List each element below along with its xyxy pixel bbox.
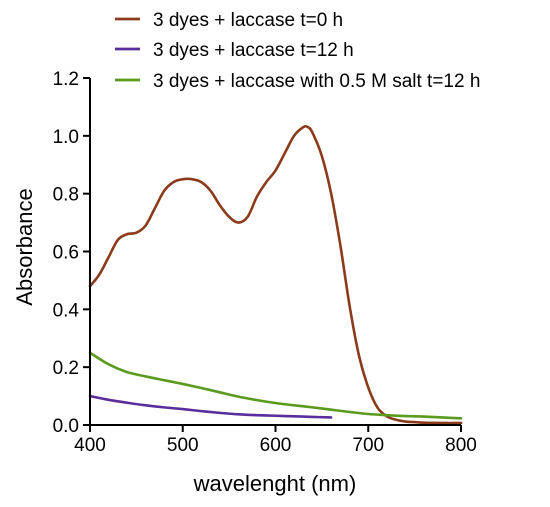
y-tick-label: 0.4 [53,300,80,321]
y-axis-title: Absorbance [12,188,37,305]
legend-label-1: 3 dyes + laccase t=0 h [153,10,343,31]
y-tick-label: 0.0 [53,416,79,437]
y-tick-label: 0.8 [53,185,79,206]
series-line-2 [88,394,333,419]
x-tick-label: 600 [260,435,292,456]
legend-label-2: 3 dyes + laccase t=12 h [153,40,354,61]
series-line-1 [88,124,463,425]
legend: 3 dyes + laccase t=0 h 3 dyes + laccase t… [115,10,480,92]
x-tick-label: 700 [352,435,384,456]
y-tick-label: 1.2 [53,69,79,90]
x-axis-title: wavelenght (nm) [193,471,357,496]
series-layer [88,124,463,425]
series-line-3 [88,351,463,420]
x-ticks: 400 500 600 700 800 [74,425,477,456]
x-tick-label: 800 [445,435,477,456]
y-tick-label: 0.6 [53,243,79,264]
x-tick-label: 400 [74,435,106,456]
legend-label-3: 3 dyes + laccase with 0.5 M salt t=12 h [153,71,480,92]
y-tick-label: 0.2 [53,358,79,379]
axes: 0.0 0.2 0.4 0.6 0.8 1.0 1.2 400 500 600 700 800 [53,69,477,456]
y-tick-label: 1.0 [53,127,79,148]
y-ticks: 0.0 0.2 0.4 0.6 0.8 1.0 1.2 [53,69,90,437]
x-tick-label: 500 [167,435,199,456]
